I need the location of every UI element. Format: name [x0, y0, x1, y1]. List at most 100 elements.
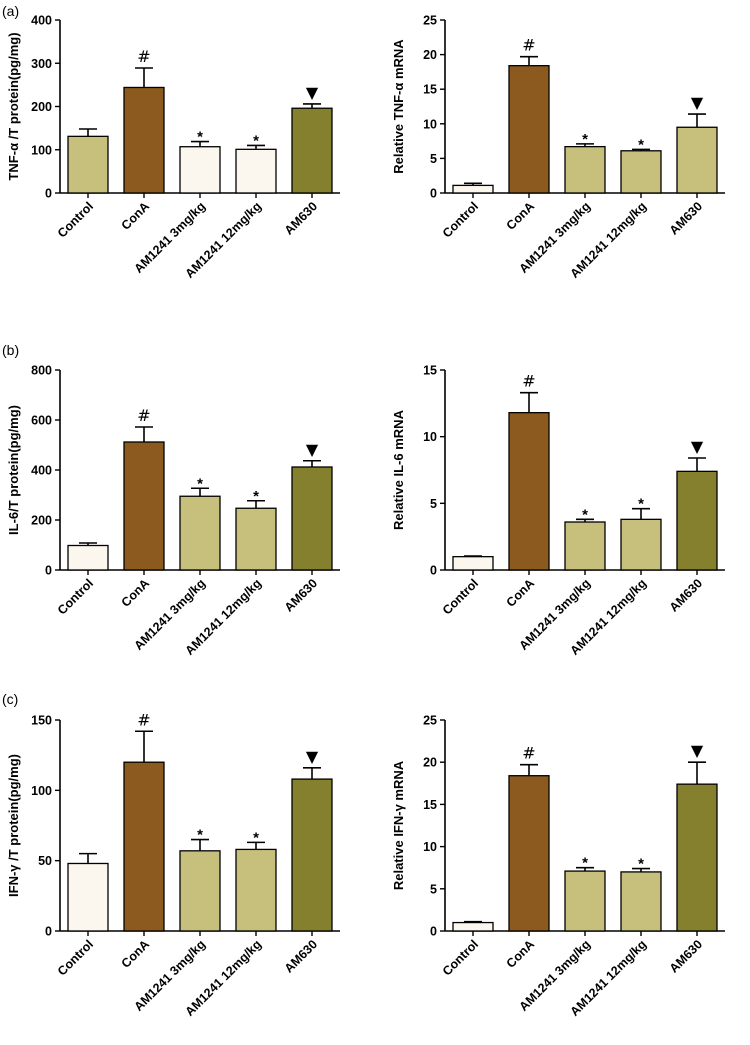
bar-2: [508, 412, 550, 571]
significance-mark: *: [197, 827, 203, 844]
category-label: ConA: [119, 937, 152, 970]
y-tick-label: 0: [45, 925, 52, 939]
category-label: AM630: [667, 199, 705, 237]
bar-4: [235, 848, 277, 932]
significance-mark: *: [582, 506, 588, 523]
chart-3: 0 200 400 600 800 IL-6/T protein(pg/mg) Contro…: [6, 364, 340, 658]
y-tick-label: 200: [31, 100, 52, 114]
y-tick-label: 0: [45, 187, 52, 201]
bar-1: [67, 135, 109, 194]
significance-mark: #: [137, 406, 150, 425]
chart-2: 0 5 10 15 20 25 Relative TNF-α mRNA Control ConA…: [391, 14, 725, 281]
bar-2: [123, 86, 165, 194]
bar-3: [564, 870, 606, 932]
significance-mark: *: [253, 829, 259, 846]
significance-mark: *: [197, 129, 203, 146]
y-tick-label: 20: [423, 756, 437, 770]
bar-5: [291, 466, 333, 571]
y-tick-label: 5: [430, 497, 437, 511]
bar-5: [291, 107, 333, 194]
y-axis-title: Relative IFN-γ mRNA: [391, 760, 406, 890]
significance-mark: ▼: [691, 437, 704, 456]
y-tick-label: 25: [423, 14, 437, 28]
panel-label-c: (c): [2, 691, 18, 707]
y-axis-title: IL-6/T protein(pg/mg): [6, 405, 21, 535]
y-tick-label: 600: [31, 414, 52, 428]
y-tick-label: 15: [423, 364, 437, 378]
bar-3: [564, 145, 606, 194]
bar-5: [676, 470, 718, 571]
category-label: AM630: [282, 576, 320, 614]
category-label: ConA: [504, 199, 537, 232]
significance-mark: #: [137, 47, 150, 66]
category-label: ConA: [504, 576, 537, 609]
bar-4: [620, 518, 662, 571]
significance-mark: *: [253, 132, 259, 149]
category-label: Control: [440, 937, 481, 978]
significance-mark: *: [253, 488, 259, 505]
y-tick-label: 0: [430, 187, 437, 201]
bar-1: [452, 184, 494, 194]
bar-4: [620, 150, 662, 194]
y-axis-title: Relative IL-6 mRNA: [391, 409, 406, 530]
bar-3: [564, 521, 606, 571]
bar-1: [67, 862, 109, 932]
chart-6: 0 5 10 15 20 25 Relative IFN-γ mRNA Control ConA…: [391, 714, 725, 1019]
significance-mark: ▼: [306, 747, 319, 766]
significance-mark: #: [522, 36, 535, 55]
y-tick-label: 150: [31, 714, 52, 728]
y-tick-label: 15: [423, 798, 437, 812]
bar-4: [235, 148, 277, 194]
bar-1: [67, 544, 109, 571]
y-axis-title: TNF-α /T protein(pg/mg): [6, 32, 21, 180]
y-tick-label: 10: [423, 117, 437, 131]
significance-mark: *: [582, 131, 588, 148]
significance-mark: #: [522, 372, 535, 391]
y-tick-label: 15: [423, 83, 437, 97]
y-tick-label: 800: [31, 364, 52, 378]
y-tick-label: 5: [430, 152, 437, 166]
bar-2: [123, 441, 165, 571]
panel-label-a: (a): [2, 3, 19, 19]
category-label: Control: [440, 576, 481, 617]
bar-3: [179, 146, 221, 194]
y-tick-label: 10: [423, 430, 437, 444]
significance-mark: *: [197, 475, 203, 492]
y-tick-label: 25: [423, 714, 437, 728]
bar-5: [676, 126, 718, 194]
bar-2: [508, 775, 550, 932]
category-label: AM630: [282, 199, 320, 237]
significance-mark: *: [638, 136, 644, 153]
panel-label-b: (b): [2, 342, 19, 358]
significance-mark: ▼: [691, 93, 704, 112]
bar-1: [452, 921, 494, 932]
y-tick-label: 400: [31, 14, 52, 28]
y-tick-label: 5: [430, 882, 437, 896]
y-tick-label: 20: [423, 48, 437, 62]
category-label: ConA: [504, 937, 537, 970]
y-tick-label: 0: [45, 564, 52, 578]
bar-1: [452, 556, 494, 571]
bar-4: [620, 871, 662, 932]
bar-3: [179, 850, 221, 932]
y-axis-title: Relative TNF-α mRNA: [391, 39, 406, 174]
category-label: Control: [440, 199, 481, 240]
bar-2: [123, 761, 165, 932]
significance-mark: ▼: [306, 440, 319, 459]
category-label: AM630: [667, 937, 705, 975]
significance-mark: #: [522, 744, 535, 763]
y-tick-label: 10: [423, 840, 437, 854]
category-label: ConA: [119, 576, 152, 609]
y-tick-label: 50: [38, 854, 52, 868]
y-tick-label: 200: [31, 514, 52, 528]
significance-mark: ▼: [306, 83, 319, 102]
category-label: ConA: [119, 199, 152, 232]
chart-5: 0 50 100 150 IFN-γ /T protein(pg/mg) Control C…: [6, 710, 340, 1019]
y-tick-label: 400: [31, 464, 52, 478]
category-label: AM630: [282, 937, 320, 975]
category-label: Control: [55, 199, 96, 240]
bar-5: [291, 778, 333, 932]
significance-mark: *: [638, 856, 644, 873]
